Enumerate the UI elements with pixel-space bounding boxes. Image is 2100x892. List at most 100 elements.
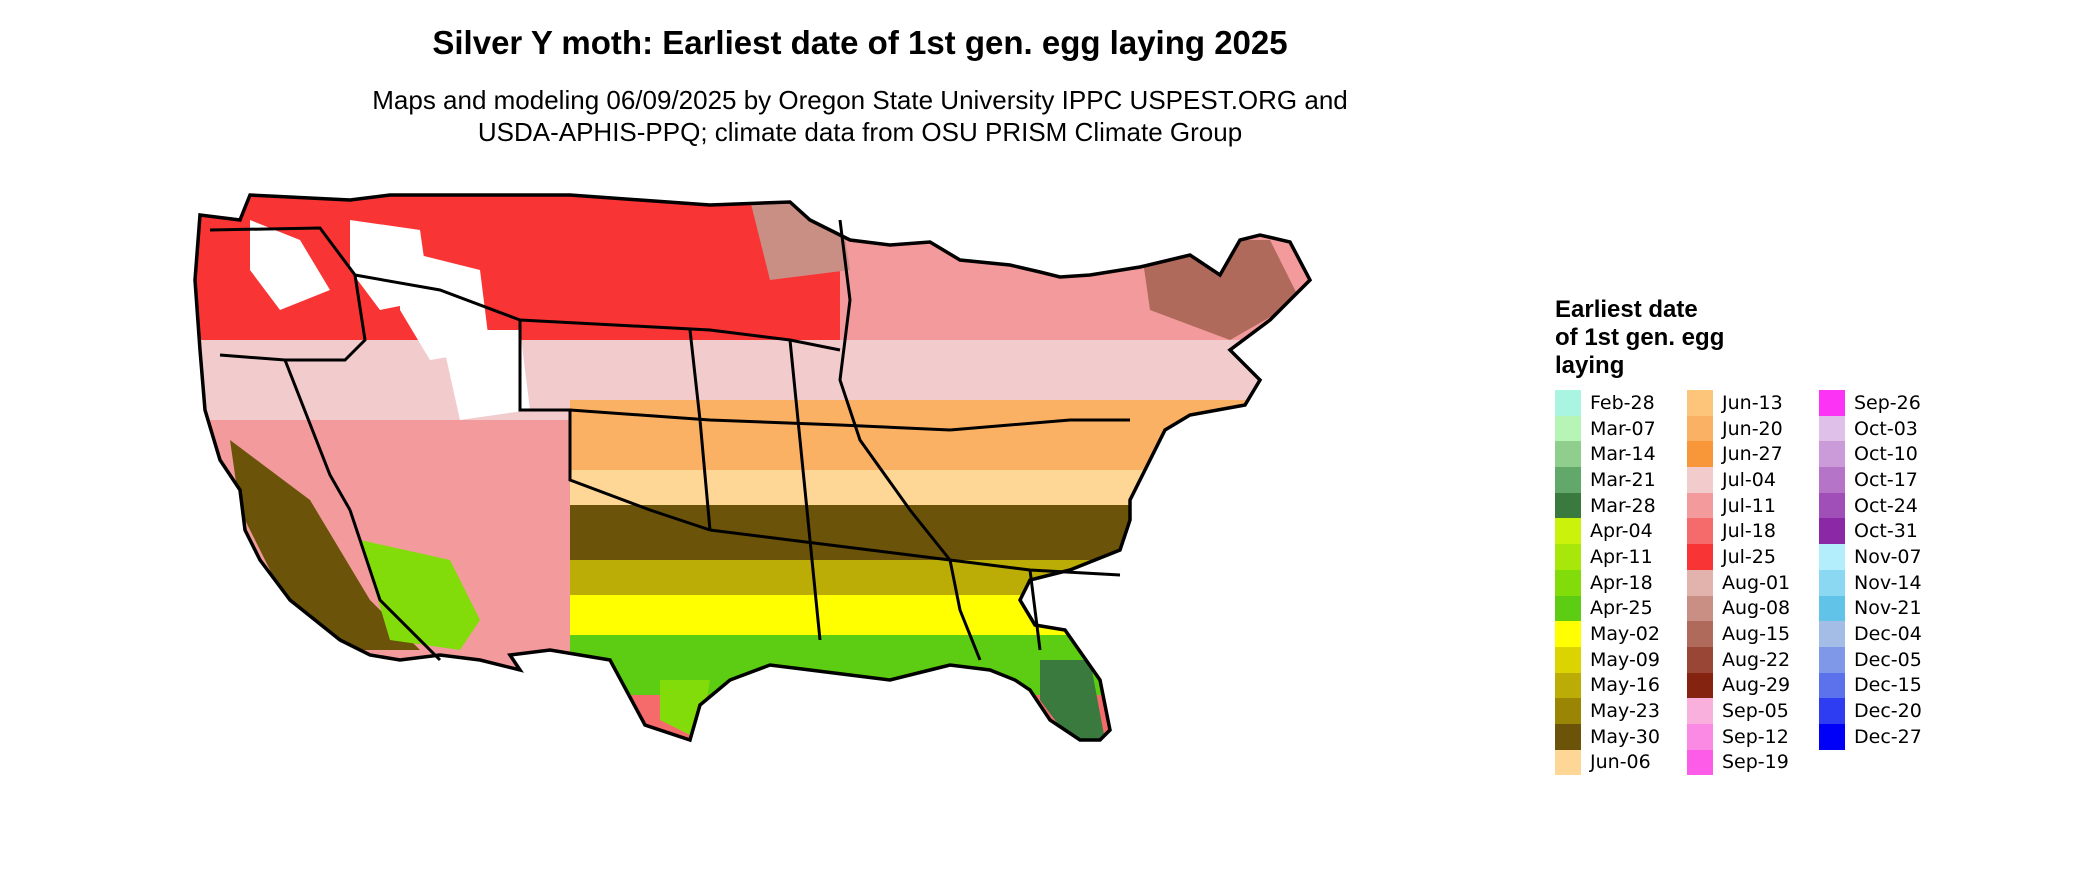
legend-label: Dec-05 <box>1854 648 1922 671</box>
legend-item: May-23 <box>1555 698 1681 724</box>
legend-title: Earliest date of 1st gen. egg laying <box>1555 296 1815 380</box>
legend-swatch <box>1555 518 1581 545</box>
border-rockies <box>354 273 711 532</box>
raster-central-valley <box>230 440 420 650</box>
legend-item: Dec-04 <box>1819 621 1945 647</box>
legend-label: Jul-04 <box>1722 468 1776 491</box>
legend-item: Jun-06 <box>1555 749 1681 776</box>
climate-raster <box>195 195 1310 740</box>
border-az-nm <box>348 509 442 662</box>
legend-label: Aug-15 <box>1722 623 1791 646</box>
legend-swatch <box>1819 723 1845 750</box>
legend-label: Dec-15 <box>1854 674 1922 697</box>
legend-item: May-16 <box>1555 672 1681 699</box>
legend-item: Dec-05 <box>1819 646 1945 673</box>
legend-swatch <box>1819 415 1845 442</box>
legend-title-line-2: of 1st gen. egg <box>1555 324 1725 351</box>
raster-may30-band <box>570 505 1310 565</box>
legend-label: May-02 <box>1590 623 1660 646</box>
legend-swatch <box>1687 390 1713 416</box>
legend-label: Oct-24 <box>1854 494 1918 517</box>
legend-label: Sep-05 <box>1722 700 1789 723</box>
legend-label: Sep-26 <box>1854 391 1921 414</box>
legend-swatch <box>1687 672 1713 699</box>
legend-item: Oct-10 <box>1819 441 1945 468</box>
legend-label: Mar-07 <box>1590 417 1656 440</box>
legend-item: Sep-26 <box>1819 390 1945 416</box>
legend-swatch <box>1555 672 1581 699</box>
legend-item: May-30 <box>1555 723 1681 750</box>
legend-item: Apr-11 <box>1555 544 1681 570</box>
legend-swatch <box>1555 621 1581 647</box>
legend-swatch <box>1819 544 1845 570</box>
map-title: Silver Y moth: Earliest date of 1st gen.… <box>432 24 1288 61</box>
legend-title-line-3: laying <box>1555 352 1625 379</box>
legend-column: Feb-28 Mar-07 Mar-14 Mar-21 Mar-28 Apr-04 Apr-… <box>1555 390 1681 776</box>
legend-label: Jun-20 <box>1722 417 1783 440</box>
legend-swatch <box>1687 646 1713 673</box>
legend-item: Dec-20 <box>1819 698 1945 724</box>
legend-swatch <box>1555 749 1581 776</box>
legend-label: Jul-18 <box>1722 520 1776 543</box>
border-ohio-river <box>949 418 1130 432</box>
legend-label: Apr-25 <box>1590 597 1653 620</box>
legend-item: Mar-14 <box>1555 441 1681 468</box>
border-colorado-kansas <box>688 329 712 531</box>
legend-item: Jun-27 <box>1687 441 1813 468</box>
legend-label: Apr-11 <box>1590 545 1653 568</box>
legend-item: Oct-31 <box>1819 518 1945 545</box>
legend-swatch <box>1687 518 1713 545</box>
legend-item: Dec-27 <box>1819 723 1945 750</box>
legend-item: Feb-28 <box>1555 390 1681 416</box>
raster-sonoran <box>360 540 480 650</box>
legend-swatch <box>1687 544 1713 570</box>
map-subtitle: Maps and modeling 06/09/2025 by Oregon S… <box>0 84 1720 148</box>
raster-cascades-high <box>250 220 330 310</box>
legend-swatch <box>1687 723 1713 750</box>
legend-item: Oct-03 <box>1819 415 1945 442</box>
legend-item: Aug-01 <box>1687 569 1813 596</box>
legend-item: Sep-05 <box>1687 698 1813 724</box>
legend-column: Jun-13 Jun-20 Jun-27 Jul-04 Jul-11 Jul-18 Jul-… <box>1687 390 1813 776</box>
legend-swatch <box>1687 467 1713 493</box>
legend-item: Oct-24 <box>1819 492 1945 519</box>
border-kansas-oklahoma <box>788 339 822 641</box>
legend-swatch <box>1819 441 1845 468</box>
legend-label: Oct-10 <box>1854 443 1918 466</box>
legend-label: Dec-04 <box>1854 623 1922 646</box>
legend-item: Dec-15 <box>1819 672 1945 699</box>
legend-swatch <box>1555 492 1581 519</box>
legend-item: Jul-25 <box>1687 544 1813 570</box>
legend-item: Jul-11 <box>1687 492 1813 519</box>
legend-swatch <box>1687 698 1713 724</box>
legend-label: Aug-08 <box>1722 597 1791 620</box>
legend-label: Jun-27 <box>1722 443 1783 466</box>
border-ga-al <box>1028 569 1042 651</box>
legend-label: Aug-29 <box>1722 674 1791 697</box>
raster-may02-band <box>570 595 1310 640</box>
legend-label: Nov-14 <box>1854 571 1922 594</box>
legend-item: Jul-04 <box>1687 467 1813 493</box>
subtitle-line-1: Maps and modeling 06/09/2025 by Oregon S… <box>372 85 1348 115</box>
legend-item: Aug-29 <box>1687 672 1813 699</box>
legend-swatch <box>1819 390 1845 416</box>
legend-label: Oct-03 <box>1854 417 1918 440</box>
legend-item: Jun-20 <box>1687 415 1813 442</box>
legend-swatch <box>1687 595 1713 622</box>
legend-swatch <box>1687 441 1713 468</box>
legend-swatch <box>1819 467 1845 493</box>
state-boundaries <box>209 219 1130 662</box>
legend-label: Jun-06 <box>1590 751 1651 774</box>
legend-item: Aug-22 <box>1687 646 1813 673</box>
legend-swatch <box>1555 467 1581 493</box>
legend-swatch <box>1687 749 1713 776</box>
legend-swatch <box>1819 646 1845 673</box>
legend-swatch <box>1555 441 1581 468</box>
border-deep-south <box>948 559 982 661</box>
legend-label: Mar-28 <box>1590 494 1656 517</box>
legend-label: Oct-17 <box>1854 468 1918 491</box>
legend-swatch <box>1819 698 1845 724</box>
legend-label: Aug-22 <box>1722 648 1791 671</box>
legend-item: Apr-25 <box>1555 595 1681 622</box>
legend-swatch <box>1819 621 1845 647</box>
